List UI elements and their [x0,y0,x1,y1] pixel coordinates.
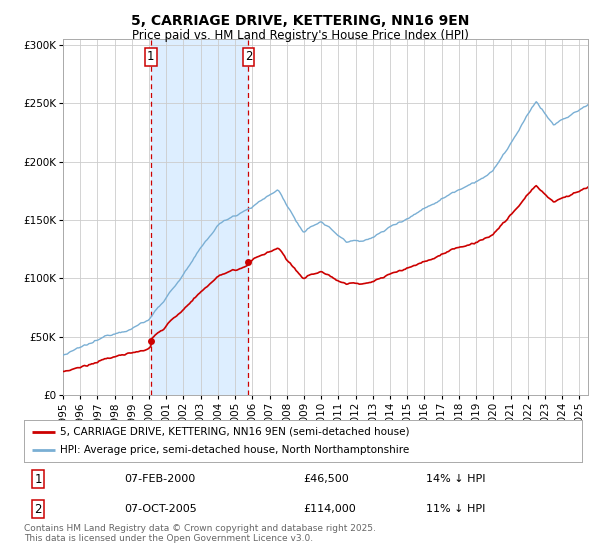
Text: £114,000: £114,000 [303,504,356,514]
Text: 07-FEB-2000: 07-FEB-2000 [124,474,196,484]
Text: Price paid vs. HM Land Registry's House Price Index (HPI): Price paid vs. HM Land Registry's House … [131,29,469,42]
Text: 1: 1 [147,50,155,63]
Text: 5, CARRIAGE DRIVE, KETTERING, NN16 9EN: 5, CARRIAGE DRIVE, KETTERING, NN16 9EN [131,14,469,28]
Text: 07-OCT-2005: 07-OCT-2005 [124,504,197,514]
Text: Contains HM Land Registry data © Crown copyright and database right 2025.
This d: Contains HM Land Registry data © Crown c… [24,524,376,543]
Text: £46,500: £46,500 [303,474,349,484]
Text: 2: 2 [34,502,42,516]
Text: 5, CARRIAGE DRIVE, KETTERING, NN16 9EN (semi-detached house): 5, CARRIAGE DRIVE, KETTERING, NN16 9EN (… [60,427,410,437]
Text: 1: 1 [34,473,42,486]
Text: 14% ↓ HPI: 14% ↓ HPI [426,474,485,484]
Bar [151,39,248,395]
Text: 11% ↓ HPI: 11% ↓ HPI [426,504,485,514]
Text: 2: 2 [245,50,252,63]
Text: HPI: Average price, semi-detached house, North Northamptonshire: HPI: Average price, semi-detached house,… [60,445,410,455]
